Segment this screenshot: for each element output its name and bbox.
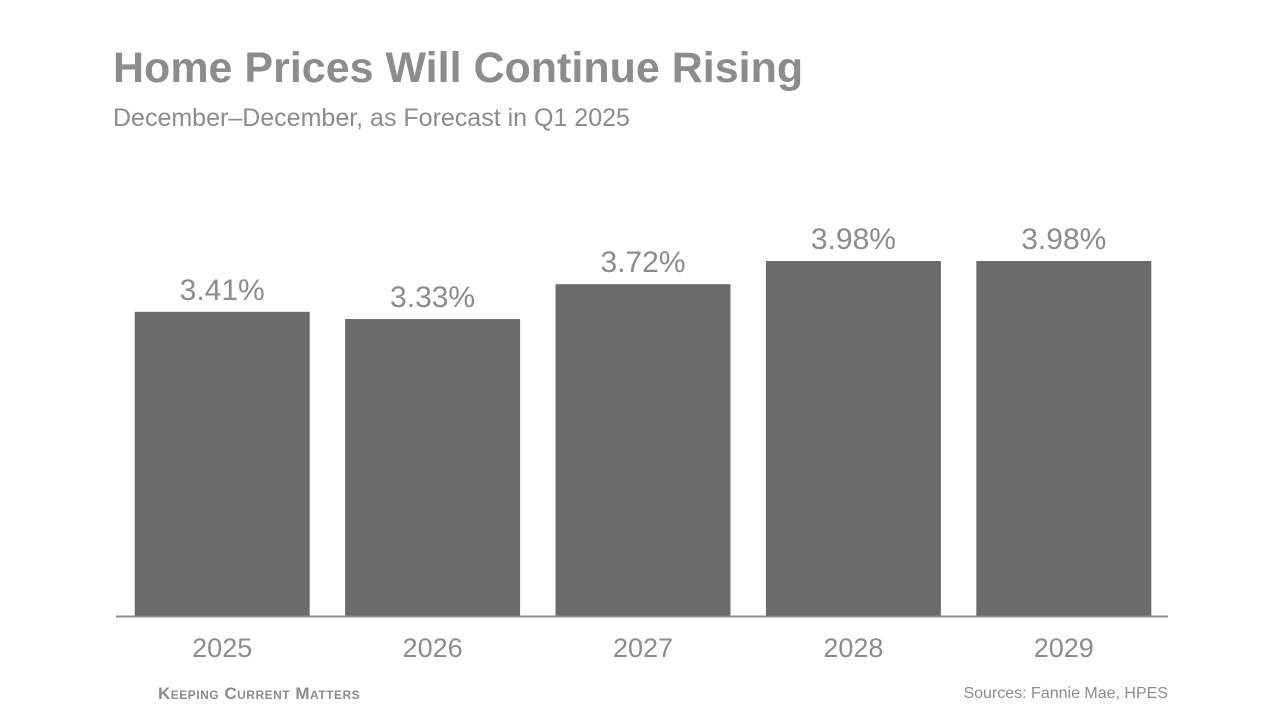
chart-subtitle: December–December, as Forecast in Q1 202… [113, 104, 630, 132]
x-tick-label-2028: 2028 [823, 633, 883, 663]
bar-2026 [345, 319, 521, 616]
x-tick-label-2027: 2027 [613, 633, 673, 663]
chart-title: Home Prices Will Continue Rising [113, 44, 804, 92]
bar-2025 [134, 311, 310, 616]
data-label-2026: 3.33% [390, 281, 475, 314]
x-tick-label-2029: 2029 [1034, 633, 1094, 663]
bar-2027 [555, 284, 731, 616]
data-label-2028: 3.98% [811, 223, 896, 256]
x-tick-label-2025: 2025 [192, 633, 252, 663]
x-tick-label-2026: 2026 [403, 633, 463, 663]
data-label-2025: 3.41% [180, 274, 265, 307]
brand-logo: Keeping Current Matters [158, 684, 361, 703]
data-label-2027: 3.72% [600, 246, 685, 279]
bar-2028 [765, 261, 941, 616]
bar-2029 [976, 261, 1152, 616]
data-label-2029: 3.98% [1021, 223, 1106, 256]
bars-group [134, 261, 1152, 616]
source-note: Sources: Fannie Mae, HPES [963, 685, 1168, 702]
labels-group: 3.41% 2025 3.33% 2026 3.72% 2027 3.98% 2028 3.98… [180, 223, 1107, 663]
